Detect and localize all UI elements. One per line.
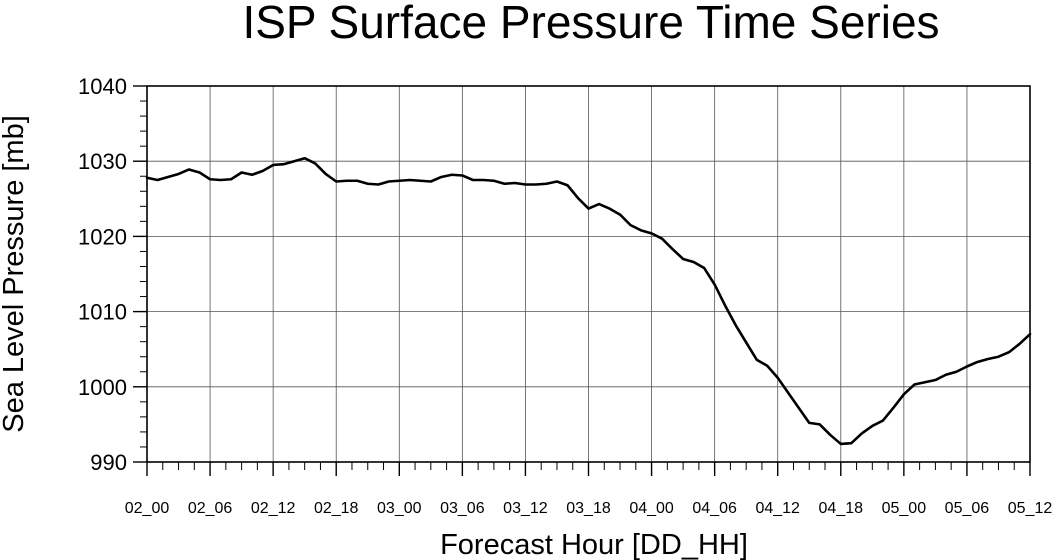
- x-tick-label: 02_00: [125, 500, 170, 517]
- x-tick-label: 05_12: [1008, 500, 1053, 517]
- y-tick-label: 1020: [78, 224, 127, 249]
- y-axis-label: Sea Level Pressure [mb]: [0, 115, 30, 433]
- x-tick-label: 04_00: [629, 500, 674, 517]
- pressure-line: [145, 156, 1032, 446]
- y-tick-label: 1040: [78, 74, 127, 99]
- x-tick-labels: 02_00 02_06 02_12 02_18 03_00 03_06 03_12 03_18…: [125, 500, 1053, 517]
- plot-frame: [146, 85, 1031, 463]
- minor-ticks: [140, 100, 1015, 470]
- x-tick-label: 02_18: [314, 500, 359, 517]
- x-tick-label: 05_06: [945, 500, 990, 517]
- series-layer: [145, 156, 1032, 446]
- y-tick-label: 1010: [78, 300, 127, 325]
- y-tick-labels: 990 1000 1010 1020 1030 1040: [78, 74, 127, 475]
- x-tick-label: 02_12: [251, 500, 296, 517]
- x-tick-label: 04_06: [692, 500, 737, 517]
- x-tick-label: 03_00: [377, 500, 422, 517]
- chart-title: ISP Surface Pressure Time Series: [242, 0, 939, 48]
- x-tick-label: 03_18: [566, 500, 611, 517]
- x-tick-label: 04_12: [755, 500, 800, 517]
- major-ticks: [133, 85, 1031, 476]
- x-tick-label: 03_06: [440, 500, 485, 517]
- x-tick-label: 03_12: [503, 500, 548, 517]
- x-axis-label: Forecast Hour [DD_HH]: [440, 529, 748, 560]
- grid-lines: [147, 86, 1030, 462]
- x-tick-label: 02_06: [188, 500, 233, 517]
- x-tick-label: 05_00: [882, 500, 927, 517]
- y-tick-label: 1000: [78, 375, 127, 400]
- y-tick-label: 990: [90, 450, 127, 475]
- x-tick-label: 04_18: [819, 500, 864, 517]
- y-tick-label: 1030: [78, 149, 127, 174]
